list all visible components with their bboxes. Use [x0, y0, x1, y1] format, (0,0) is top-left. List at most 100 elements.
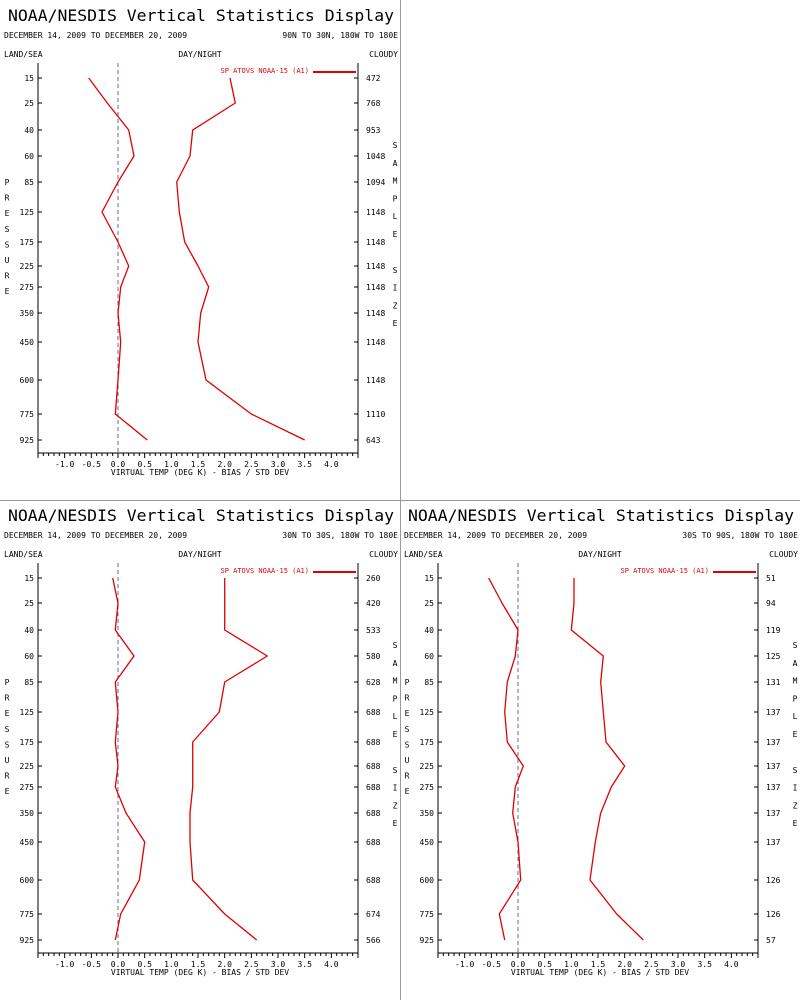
- x-tick-label: 0.5: [537, 960, 552, 969]
- sample-size-label: 1148: [366, 262, 385, 271]
- sample-size-label: 566: [366, 936, 381, 945]
- x-axis-label: VIRTUAL TEMP (DEG K) - BIAS / STD DEV: [111, 468, 289, 477]
- pressure-level-label: 225: [420, 762, 435, 771]
- x-tick-label: 4.0: [724, 960, 739, 969]
- x-tick-label: 3.5: [297, 460, 312, 469]
- x-tick-label: 0.5: [137, 960, 152, 969]
- x-tick-label: -0.5: [82, 460, 101, 469]
- sample-size-axis-letter: M: [393, 677, 398, 686]
- x-tick-label: 3.0: [671, 960, 686, 969]
- x-tick-label: 4.0: [324, 960, 339, 969]
- sample-size-axis-letter: A: [393, 659, 398, 668]
- x-tick-label: 0.0: [111, 460, 126, 469]
- pressure-axis-letter: R: [405, 694, 410, 703]
- pressure-level-label: 775: [20, 410, 35, 419]
- chart-title: NOAA/NESDIS Vertical Statistics Display: [8, 6, 394, 25]
- x-tick-label: 3.5: [297, 960, 312, 969]
- land-sea-label: LAND/SEA: [404, 550, 443, 559]
- pressure-level-label: 125: [20, 708, 35, 717]
- pressure-level-label: 275: [420, 783, 435, 792]
- sample-size-axis-letter: M: [793, 677, 798, 686]
- sample-size-label: 1110: [366, 410, 385, 419]
- sample-size-label: 1148: [366, 208, 385, 217]
- sample-size-axis-letter: P: [393, 694, 398, 703]
- pressure-level-label: 925: [420, 936, 435, 945]
- pressure-axis-letter: S: [5, 725, 10, 734]
- sample-size-axis-letter: E: [393, 319, 398, 328]
- pressure-level-label: 450: [420, 838, 435, 847]
- pressure-level-label: 450: [20, 838, 35, 847]
- pressure-axis-letter: R: [5, 694, 10, 703]
- sample-size-label: 1148: [366, 338, 385, 347]
- x-tick-label: 4.0: [324, 460, 339, 469]
- x-tick-label: 1.5: [191, 460, 206, 469]
- pressure-level-label: 175: [20, 738, 35, 747]
- pressure-axis-letter: R: [405, 772, 410, 781]
- pressure-level-label: 350: [20, 309, 35, 318]
- date-range: DECEMBER 14, 2009 TO DECEMBER 20, 2009: [404, 531, 587, 540]
- sample-size-label: 688: [366, 809, 381, 818]
- chart-svg: NOAA/NESDIS Vertical Statistics Display D…: [4, 6, 398, 477]
- pressure-axis-letter: S: [5, 740, 10, 749]
- vertical-divider-top: [400, 0, 401, 500]
- pressure-level-label: 40: [24, 126, 34, 135]
- sample-size-label: 688: [366, 708, 381, 717]
- x-tick-label: 2.0: [217, 960, 232, 969]
- pressure-level-label: 15: [24, 74, 34, 83]
- sample-size-axis-letter: L: [793, 712, 798, 721]
- pressure-level-label: 600: [20, 376, 35, 385]
- chart-title: NOAA/NESDIS Vertical Statistics Display: [8, 506, 394, 525]
- sample-size-axis-letter: Z: [393, 801, 398, 810]
- pressure-level-label: 15: [424, 574, 434, 583]
- legend-label: SP ATOVS NOAA-15 (A1): [620, 567, 709, 575]
- pressure-axis-letter: R: [5, 772, 10, 781]
- sample-size-label: 1148: [366, 238, 385, 247]
- sample-size-label: 125: [766, 652, 781, 661]
- sample-size-axis-letter: L: [393, 712, 398, 721]
- x-tick-label: -0.5: [82, 960, 101, 969]
- region-label: 30N TO 30S, 180W TO 180E: [282, 531, 398, 540]
- bias-series-line: [112, 577, 146, 941]
- pressure-level-label: 85: [424, 678, 434, 687]
- bias-series-line: [88, 77, 148, 441]
- cloudy-label: CLOUDY: [369, 50, 398, 59]
- sample-size-label: 688: [366, 838, 381, 847]
- pressure-level-label: 60: [24, 152, 34, 161]
- pressure-axis-letter: R: [5, 272, 10, 281]
- pressure-axis-letter: S: [405, 725, 410, 734]
- land-sea-label: LAND/SEA: [4, 50, 43, 59]
- sample-size-label: 126: [766, 876, 781, 885]
- x-tick-label: 2.5: [244, 960, 259, 969]
- sample-size-label: 628: [366, 678, 381, 687]
- pressure-level-label: 25: [24, 599, 34, 608]
- pressure-axis-letter: E: [405, 709, 410, 718]
- x-tick-label: 1.0: [164, 960, 179, 969]
- pressure-axis-letter: S: [405, 740, 410, 749]
- chart-svg: NOAA/NESDIS Vertical Statistics Display D…: [404, 506, 798, 977]
- sample-size-axis-letter: E: [393, 819, 398, 828]
- x-axis-label: VIRTUAL TEMP (DEG K) - BIAS / STD DEV: [511, 968, 689, 977]
- pressure-level-label: 40: [24, 626, 34, 635]
- x-tick-label: 0.5: [137, 460, 152, 469]
- sample-size-label: 1148: [366, 376, 385, 385]
- chart-panel-1: NOAA/NESDIS Vertical Statistics Display D…: [0, 0, 400, 500]
- sample-size-label: 137: [766, 783, 781, 792]
- pressure-level-label: 600: [420, 876, 435, 885]
- pressure-level-label: 15: [24, 574, 34, 583]
- pressure-axis-letter: S: [5, 225, 10, 234]
- x-tick-label: 3.5: [697, 960, 712, 969]
- sample-size-axis-letter: I: [793, 784, 798, 793]
- sample-size-label: 131: [766, 678, 781, 687]
- pressure-axis-letter: S: [5, 240, 10, 249]
- pressure-axis-letter: E: [5, 287, 10, 296]
- x-tick-label: 1.5: [591, 960, 606, 969]
- date-range: DECEMBER 14, 2009 TO DECEMBER 20, 2009: [4, 531, 187, 540]
- pressure-level-label: 775: [420, 910, 435, 919]
- sample-size-label: 94: [766, 599, 776, 608]
- sample-size-label: 953: [366, 126, 381, 135]
- sample-size-axis-letter: Z: [793, 801, 798, 810]
- x-tick-label: 0.0: [511, 960, 526, 969]
- pressure-axis-letter: E: [5, 709, 10, 718]
- legend-label: SP ATOVS NOAA-15 (A1): [220, 567, 309, 575]
- sample-size-label: 51: [766, 574, 776, 583]
